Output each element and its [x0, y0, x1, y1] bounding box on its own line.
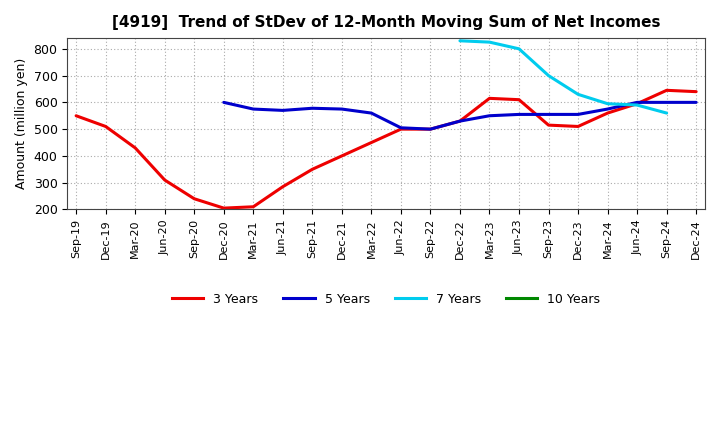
5 Years [308, 106, 317, 111]
5 Years [220, 100, 228, 105]
3 Years [190, 196, 199, 202]
3 Years [279, 184, 287, 189]
3 Years [692, 89, 701, 94]
7 Years [633, 103, 642, 108]
5 Years [662, 100, 671, 105]
3 Years [249, 204, 258, 209]
Y-axis label: Amount (million yen): Amount (million yen) [15, 58, 28, 189]
7 Years [456, 38, 464, 44]
7 Years [544, 73, 553, 78]
3 Years [456, 118, 464, 124]
3 Years [662, 88, 671, 93]
3 Years [426, 126, 435, 132]
5 Years [426, 126, 435, 132]
Line: 5 Years: 5 Years [224, 103, 696, 129]
3 Years [72, 113, 81, 118]
3 Years [574, 124, 582, 129]
3 Years [633, 101, 642, 106]
3 Years [515, 97, 523, 103]
3 Years [485, 96, 494, 101]
3 Years [131, 145, 140, 150]
5 Years [397, 125, 405, 130]
5 Years [456, 118, 464, 124]
5 Years [633, 100, 642, 105]
Title: [4919]  Trend of StDev of 12-Month Moving Sum of Net Incomes: [4919] Trend of StDev of 12-Month Moving… [112, 15, 660, 30]
Line: 3 Years: 3 Years [76, 90, 696, 208]
3 Years [544, 122, 553, 128]
5 Years [485, 113, 494, 118]
5 Years [515, 112, 523, 117]
3 Years [308, 167, 317, 172]
3 Years [161, 177, 169, 183]
3 Years [102, 124, 110, 129]
7 Years [485, 40, 494, 45]
3 Years [603, 110, 612, 116]
7 Years [603, 101, 612, 106]
5 Years [544, 112, 553, 117]
5 Years [249, 106, 258, 112]
3 Years [397, 126, 405, 132]
3 Years [367, 140, 376, 145]
5 Years [603, 106, 612, 112]
5 Years [279, 108, 287, 113]
Line: 7 Years: 7 Years [460, 41, 667, 113]
7 Years [515, 46, 523, 51]
5 Years [338, 106, 346, 112]
5 Years [574, 112, 582, 117]
3 Years [338, 153, 346, 158]
3 Years [220, 205, 228, 211]
5 Years [367, 110, 376, 116]
5 Years [692, 100, 701, 105]
7 Years [574, 92, 582, 97]
7 Years [662, 110, 671, 116]
Legend: 3 Years, 5 Years, 7 Years, 10 Years: 3 Years, 5 Years, 7 Years, 10 Years [167, 288, 606, 311]
